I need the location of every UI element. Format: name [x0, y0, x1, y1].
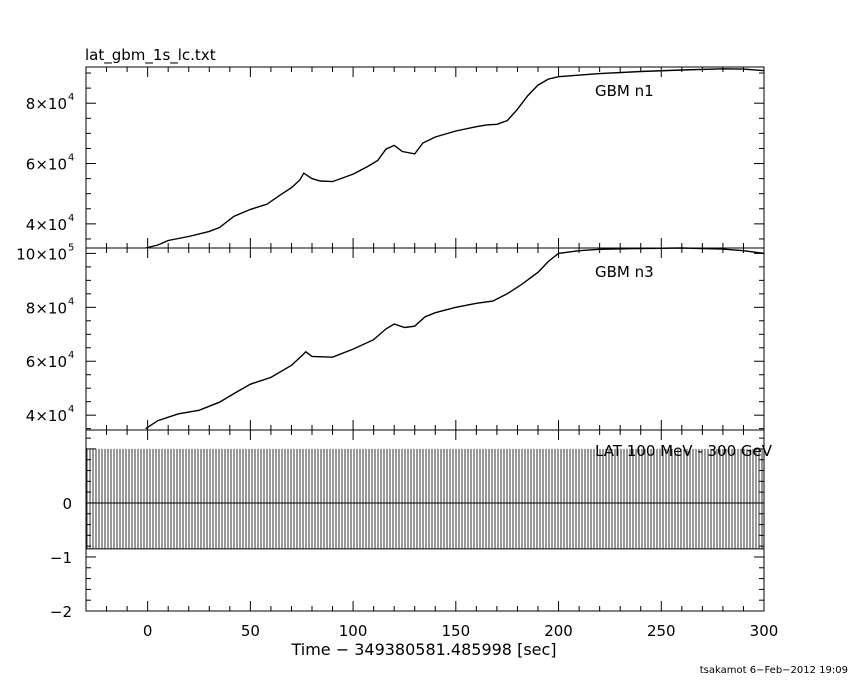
- panel-lat: −2 −1 0 LAT 100 MeV - 300 GeV: [50, 429, 773, 621]
- x-tick-label: 300: [750, 622, 779, 640]
- footer-credit: tsakamot 6−Feb−2012 19:09: [700, 665, 848, 676]
- y-tick-label: 8×10: [26, 95, 67, 113]
- series-label: GBM n3: [595, 263, 654, 281]
- x-tick-label: 50: [241, 622, 260, 640]
- y-tick-label: 8×10: [26, 299, 67, 317]
- series-label: LAT 100 MeV - 300 GeV: [595, 442, 773, 460]
- y-tick-label: −2: [50, 603, 72, 621]
- y-tick-exponent: 4: [68, 153, 74, 164]
- y-tick-exponent: 4: [68, 92, 74, 103]
- panel-frame: [85, 66, 765, 249]
- x-tick-label: 200: [544, 622, 573, 640]
- panel-frame: [85, 429, 765, 612]
- series-line: [145, 247, 765, 430]
- lat-band: [86, 448, 763, 549]
- y-tick-label: 6×10: [26, 156, 67, 174]
- y-tick-label: 6×10: [26, 353, 67, 371]
- figure-title: lat_gbm_1s_lc.txt: [85, 46, 216, 65]
- x-tick-label: 250: [647, 622, 676, 640]
- x-axis: 0 50 100 150 200 250 300: [143, 622, 778, 640]
- y-tick-label: −1: [50, 549, 72, 567]
- series-line: [145, 68, 765, 249]
- y-tick-label: 0: [62, 495, 72, 513]
- x-tick-label: 100: [339, 622, 368, 640]
- panel-gbm-n1: 4×10 46×10 48×10 4 GBM n1: [26, 66, 765, 249]
- series-label: GBM n1: [595, 82, 654, 100]
- x-axis-label: Time − 349380581.485998 [sec]: [290, 640, 556, 659]
- y-tick-exponent: 5: [68, 242, 74, 253]
- y-tick-label: 10×10: [16, 245, 67, 263]
- y-tick-exponent: 4: [68, 213, 74, 224]
- y-tick-label: 4×10: [26, 407, 67, 425]
- y-tick-label: 4×10: [26, 216, 67, 234]
- y-tick-exponent: 4: [68, 296, 74, 307]
- x-tick-label: 150: [441, 622, 470, 640]
- x-tick-label: 0: [143, 622, 153, 640]
- y-tick-exponent: 4: [68, 404, 74, 415]
- panel-frame: [85, 247, 765, 431]
- y-tick-exponent: 4: [68, 350, 74, 361]
